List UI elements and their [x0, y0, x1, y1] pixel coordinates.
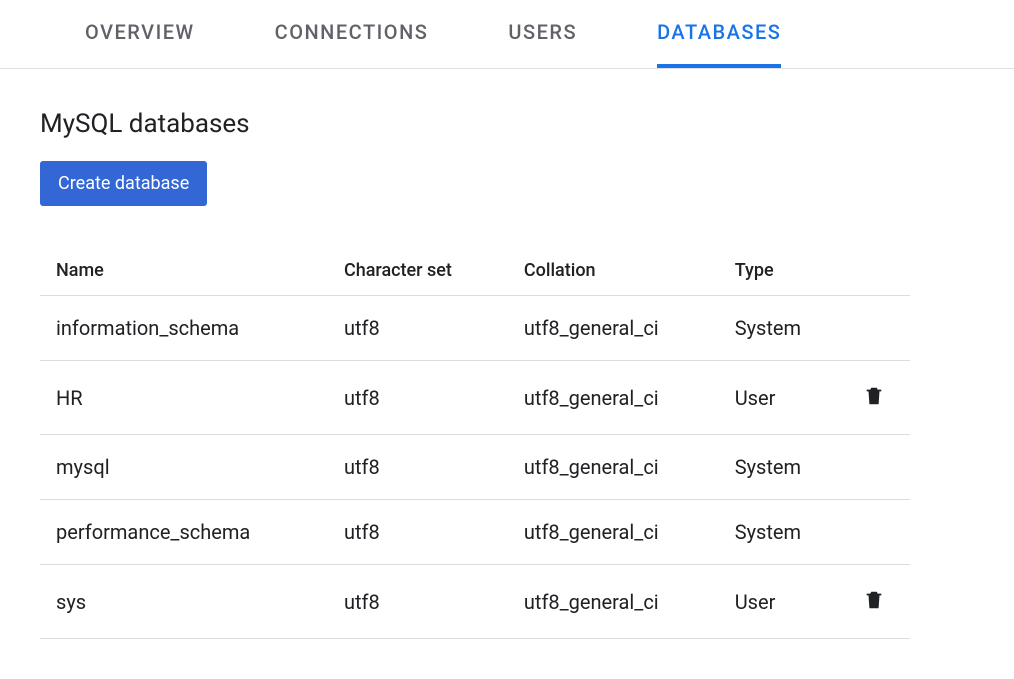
cell-collation: utf8_general_ci	[508, 361, 719, 435]
delete-database-button[interactable]	[859, 585, 889, 618]
tab-overview[interactable]: OVERVIEW	[85, 0, 195, 68]
section-title: MySQL databases	[40, 109, 974, 139]
cell-type: System	[719, 296, 842, 361]
create-database-button[interactable]: Create database	[40, 161, 207, 206]
column-header-action	[842, 246, 910, 296]
tabs-nav: OVERVIEW CONNECTIONS USERS DATABASES	[0, 0, 1014, 69]
trash-icon	[863, 385, 885, 410]
cell-name: mysql	[40, 435, 328, 500]
tab-users[interactable]: USERS	[508, 0, 577, 68]
tab-databases[interactable]: DATABASES	[657, 0, 781, 68]
column-header-collation: Collation	[508, 246, 719, 296]
cell-collation: utf8_general_ci	[508, 500, 719, 565]
table-row: HRutf8utf8_general_ciUser	[40, 361, 910, 435]
main-content: MySQL databases Create database Name Cha…	[0, 69, 1014, 679]
column-header-charset: Character set	[328, 246, 508, 296]
cell-action	[842, 435, 910, 500]
cell-charset: utf8	[328, 296, 508, 361]
databases-table: Name Character set Collation Type inform…	[40, 246, 910, 639]
cell-action	[842, 565, 910, 639]
cell-collation: utf8_general_ci	[508, 565, 719, 639]
cell-charset: utf8	[328, 565, 508, 639]
table-row: mysqlutf8utf8_general_ciSystem	[40, 435, 910, 500]
cell-collation: utf8_general_ci	[508, 435, 719, 500]
cell-type: User	[719, 361, 842, 435]
table-row: sysutf8utf8_general_ciUser	[40, 565, 910, 639]
cell-charset: utf8	[328, 435, 508, 500]
cell-name: information_schema	[40, 296, 328, 361]
databases-table-wrap: Name Character set Collation Type inform…	[40, 246, 910, 639]
cell-name: HR	[40, 361, 328, 435]
column-header-name: Name	[40, 246, 328, 296]
delete-database-button[interactable]	[859, 381, 889, 414]
cell-action	[842, 296, 910, 361]
cell-name: performance_schema	[40, 500, 328, 565]
trash-icon	[863, 589, 885, 614]
cell-charset: utf8	[328, 500, 508, 565]
table-header-row: Name Character set Collation Type	[40, 246, 910, 296]
column-header-type: Type	[719, 246, 842, 296]
cell-type: User	[719, 565, 842, 639]
cell-action	[842, 500, 910, 565]
cell-type: System	[719, 435, 842, 500]
table-row: information_schemautf8utf8_general_ciSys…	[40, 296, 910, 361]
table-row: performance_schemautf8utf8_general_ciSys…	[40, 500, 910, 565]
cell-action	[842, 361, 910, 435]
cell-charset: utf8	[328, 361, 508, 435]
cell-type: System	[719, 500, 842, 565]
cell-collation: utf8_general_ci	[508, 296, 719, 361]
tab-connections[interactable]: CONNECTIONS	[275, 0, 429, 68]
cell-name: sys	[40, 565, 328, 639]
